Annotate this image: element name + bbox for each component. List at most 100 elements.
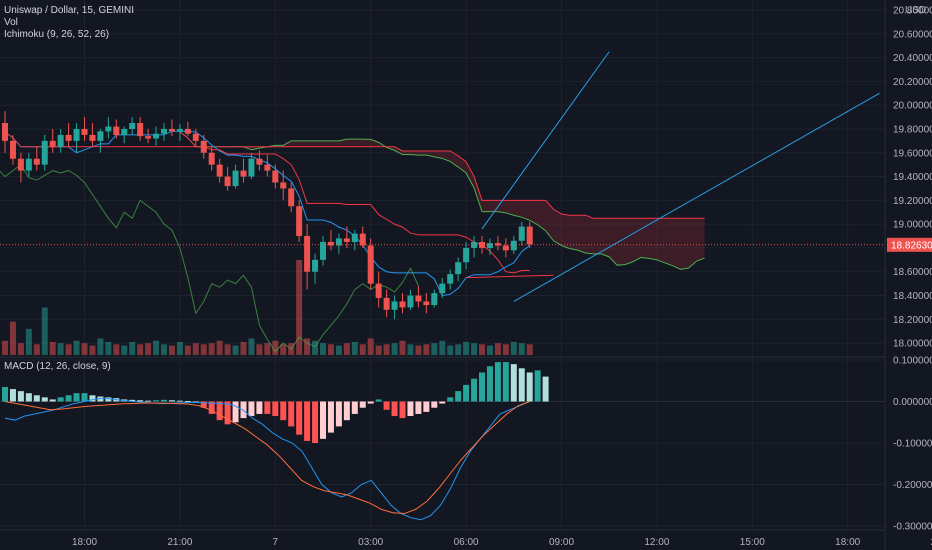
candle-body (296, 206, 303, 237)
price-axis[interactable]: 20.800000 20.600000 20.400000 20.200000 20.0… (893, 6, 932, 350)
candle-body (2, 123, 8, 141)
volume-bar (431, 343, 438, 355)
macd-histogram-bar (41, 397, 48, 402)
volume-bar (153, 340, 160, 355)
volume-bar (200, 344, 207, 355)
trendline-shallow (513, 92, 880, 302)
candle-body (502, 245, 509, 251)
candle (65, 123, 72, 147)
candle (526, 221, 533, 248)
volume-bar (184, 345, 191, 355)
candle (494, 236, 501, 251)
macd-histogram-bar (264, 401, 271, 414)
volume-bar (399, 340, 406, 355)
volume-bar (192, 343, 199, 355)
macd-legend[interactable]: MACD (12, 26, close, 9) (4, 361, 111, 372)
macd-histogram-bar (399, 401, 406, 419)
candle (73, 123, 80, 153)
volume-bar (367, 338, 374, 355)
candle-body (447, 274, 454, 284)
vol-legend[interactable]: Vol (4, 17, 18, 28)
candle (280, 170, 287, 201)
volume-bar (248, 338, 255, 355)
macd-histogram-bar (510, 364, 517, 402)
macd-histogram-bar (486, 366, 493, 402)
macd-histogram-bar (2, 386, 8, 402)
macd-axis[interactable]: 0.100000 0.000000 -0.100000 -0.200000 -0.300… (893, 356, 932, 533)
candle (168, 119, 175, 137)
candle (184, 121, 191, 137)
candle-body (208, 152, 215, 165)
ichimoku-legend[interactable]: Ichimoku (9, 26, 52, 26) (4, 29, 109, 40)
candle (176, 124, 183, 141)
macd-histogram-bar (296, 401, 303, 435)
macd-pane (0, 362, 885, 521)
volume-bar (272, 340, 279, 355)
time-tick-label: 09:00 (549, 537, 574, 548)
time-tick-label: 03:00 (358, 537, 383, 548)
macd-histogram-bar (304, 401, 311, 441)
volume-bar (312, 340, 319, 355)
candle-body (518, 226, 525, 241)
macd-histogram-bar (455, 391, 462, 402)
macd-histogram-bar (161, 399, 167, 402)
candle (208, 146, 215, 171)
symbol-title[interactable]: Uniswap / Dollar, 15, GEMINI (4, 5, 134, 16)
last-price-label: 18.826300 (891, 240, 932, 251)
candle-body (105, 126, 112, 132)
time-axis[interactable]: 18:00 21:00 7 03:00 06:00 09:00 12:00 15:00 18:0… (72, 537, 932, 548)
volume-bar (105, 341, 112, 355)
candle (145, 128, 152, 144)
macd-line (4, 397, 530, 521)
candle-body (97, 131, 104, 141)
candlestick-series[interactable] (0, 111, 885, 320)
macd-histogram-bar (272, 401, 279, 417)
volume-bar (304, 338, 311, 355)
volume-bar (161, 344, 167, 355)
volume-bar (121, 345, 128, 355)
candle (57, 128, 64, 153)
candle (431, 289, 438, 308)
candle (105, 117, 112, 139)
volume-bar (89, 345, 96, 355)
candle (224, 167, 231, 191)
macd-histogram-bar (168, 400, 175, 402)
price-tick-label: 18.400000 (893, 291, 932, 302)
volume-bar (137, 344, 144, 355)
macd-tick-label: -0.100000 (893, 439, 932, 450)
candle (49, 128, 56, 153)
time-tick-label: 15:00 (740, 537, 765, 548)
cloud-fill (179, 131, 705, 270)
candle (216, 158, 223, 183)
candle-body (137, 123, 144, 137)
candle (33, 146, 40, 171)
candle-body (168, 128, 175, 132)
time-tick-label: 7 (273, 537, 279, 548)
time-tick-label: 06:00 (454, 537, 479, 548)
candle (518, 221, 525, 246)
candle-body (161, 128, 167, 134)
candle-body (81, 128, 88, 135)
volume-bar (359, 344, 366, 355)
candle-body (486, 243, 493, 248)
leading-span-b (179, 131, 705, 219)
volume-bar (463, 341, 470, 355)
candle (415, 286, 422, 308)
price-tick-label: 18.000000 (893, 339, 932, 350)
macd-histogram-bar (200, 401, 207, 408)
volume-bar (320, 343, 326, 355)
candle (41, 134, 48, 171)
macd-histogram-bar (479, 372, 485, 402)
macd-histogram-bar (327, 401, 334, 433)
candle-body (224, 176, 231, 187)
candle (304, 224, 311, 290)
macd-histogram-bar (105, 397, 112, 402)
candle (153, 126, 160, 146)
candle-body (272, 170, 279, 183)
trendlines[interactable] (466, 51, 880, 302)
candle-body (415, 295, 422, 302)
volume-bar (216, 340, 223, 355)
candle-body (176, 128, 183, 132)
candle (351, 230, 358, 251)
